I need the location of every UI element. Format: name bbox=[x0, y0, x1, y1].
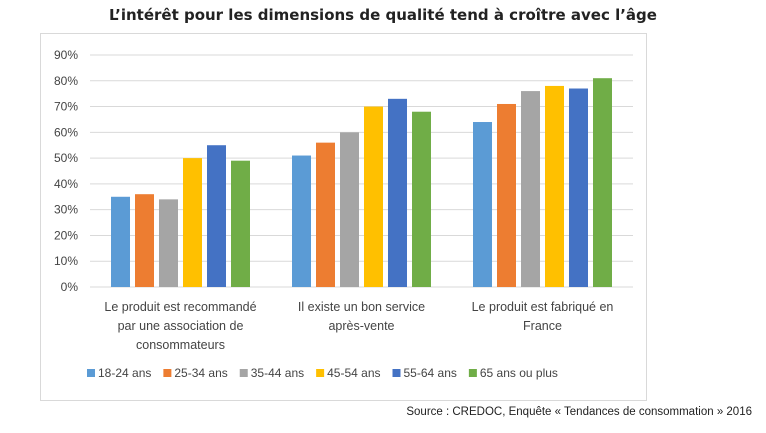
legend-swatch bbox=[316, 369, 325, 377]
y-tick-label: 10% bbox=[54, 254, 78, 268]
bar bbox=[569, 88, 588, 287]
y-tick-label: 20% bbox=[54, 228, 78, 242]
legend-swatch bbox=[239, 369, 248, 377]
legend: 18-24 ans 25-34 ans 35-44 ans 45-54 ans 55-6… bbox=[87, 366, 558, 380]
bar bbox=[497, 103, 516, 287]
x-tick-label: Le produit est recommandé bbox=[104, 300, 256, 314]
y-tick-label: 90% bbox=[54, 48, 78, 62]
legend-label: 45-54 ans bbox=[327, 366, 380, 380]
x-tick-label: par une association de bbox=[118, 319, 244, 333]
bar bbox=[207, 145, 226, 287]
bar bbox=[340, 132, 359, 287]
legend-swatch bbox=[163, 369, 172, 377]
y-tick-label: 80% bbox=[54, 74, 78, 88]
bar bbox=[316, 142, 335, 287]
y-tick-label: 30% bbox=[54, 203, 78, 217]
bar bbox=[364, 106, 383, 287]
chart-frame bbox=[40, 33, 647, 401]
legend-swatch bbox=[468, 369, 477, 377]
chart-title: L’intérêt pour les dimensions de qualité… bbox=[109, 6, 657, 24]
x-tick-label: France bbox=[523, 319, 562, 333]
bar bbox=[135, 194, 154, 287]
y-tick-label: 60% bbox=[54, 125, 78, 139]
x-tick-label: Le produit est fabriqué en bbox=[472, 300, 614, 314]
bars bbox=[111, 78, 612, 288]
x-tick-label: consommateurs bbox=[136, 338, 225, 352]
x-tick-label: Il existe un bon service bbox=[298, 300, 425, 314]
y-tick-label: 40% bbox=[54, 177, 78, 191]
x-tick-label: après-vente bbox=[328, 319, 394, 333]
bar bbox=[473, 122, 492, 288]
legend-label: 25-34 ans bbox=[174, 366, 227, 380]
legend-swatch bbox=[392, 369, 401, 377]
bar bbox=[593, 78, 612, 287]
y-axis: 0% 10% 20% 30% 40% 50% 60% 70% 80% 90% bbox=[54, 48, 78, 294]
y-tick-label: 50% bbox=[54, 151, 78, 165]
bar bbox=[159, 199, 178, 287]
legend-label: 18-24 ans bbox=[98, 366, 151, 380]
legend-label: 65 ans ou plus bbox=[480, 366, 558, 380]
y-tick-label: 0% bbox=[61, 280, 79, 294]
bar bbox=[388, 98, 407, 287]
legend-label: 55-64 ans bbox=[404, 366, 457, 380]
y-tick-label: 70% bbox=[54, 100, 78, 114]
bar bbox=[292, 155, 311, 287]
gridlines bbox=[90, 54, 633, 288]
bar bbox=[231, 160, 250, 287]
bar bbox=[521, 91, 540, 287]
bar bbox=[183, 158, 202, 287]
bar bbox=[412, 111, 431, 287]
bar bbox=[111, 196, 130, 287]
legend-swatch bbox=[87, 369, 95, 377]
source-note: Source : CREDOC, Enquête « Tendances de … bbox=[406, 406, 752, 418]
legend-label: 35-44 ans bbox=[251, 366, 304, 380]
bar bbox=[545, 85, 564, 287]
x-axis: Le produit est recommandé par une associa… bbox=[104, 300, 613, 352]
